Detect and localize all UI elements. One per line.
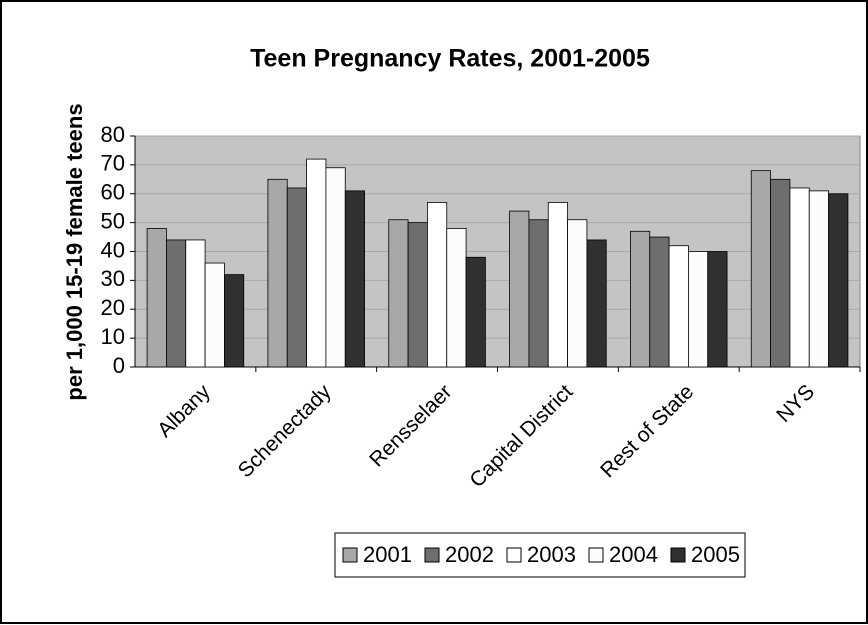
y-tick-label: 70 (101, 151, 125, 176)
bar (509, 210, 530, 368)
bar (808, 190, 829, 368)
legend-box (334, 532, 746, 578)
bar (427, 202, 448, 368)
bar (668, 245, 689, 368)
bar (707, 251, 728, 368)
bar (465, 256, 486, 368)
y-tick-label: 30 (101, 266, 125, 291)
bar (528, 219, 549, 368)
bar (547, 202, 568, 368)
bar (185, 239, 206, 368)
legend-swatch (424, 547, 440, 563)
y-tick-label: 80 (101, 122, 125, 147)
legend-label: 2003 (527, 542, 576, 567)
legend-label: 2005 (691, 542, 740, 567)
legend-label: 2001 (363, 542, 412, 567)
bar (267, 178, 288, 368)
bar (446, 227, 467, 368)
bar (388, 219, 409, 368)
bar (770, 178, 791, 368)
bar (166, 239, 187, 368)
legend-swatch (588, 547, 604, 563)
bar (204, 262, 225, 368)
y-tick-label: 20 (101, 295, 125, 320)
bar (325, 167, 346, 368)
legend-swatch (342, 547, 358, 563)
legend-swatch (670, 547, 686, 563)
chart-title: Teen Pregnancy Rates, 2001-2005 (250, 45, 650, 73)
y-tick-label: 40 (101, 237, 125, 262)
bar (224, 274, 245, 368)
bar (828, 193, 849, 368)
y-axis-label: per 1,000 15-19 female teens (62, 103, 87, 400)
bar (649, 236, 670, 368)
y-tick-label: 50 (101, 208, 125, 233)
bar (630, 230, 651, 368)
bar (789, 187, 810, 368)
bar (146, 227, 167, 368)
bar (344, 190, 365, 368)
y-tick-label: 60 (101, 180, 125, 205)
y-tick-label: 0 (113, 353, 125, 378)
y-tick-label: 10 (101, 324, 125, 349)
bar (688, 251, 709, 368)
bar (306, 158, 327, 368)
legend-label: 2002 (445, 542, 494, 567)
legend-swatch (506, 547, 522, 563)
bar (407, 222, 428, 368)
bar (567, 219, 588, 368)
legend-label: 2004 (609, 542, 658, 567)
bar (750, 170, 771, 368)
bar (286, 187, 307, 368)
bar (586, 239, 607, 368)
